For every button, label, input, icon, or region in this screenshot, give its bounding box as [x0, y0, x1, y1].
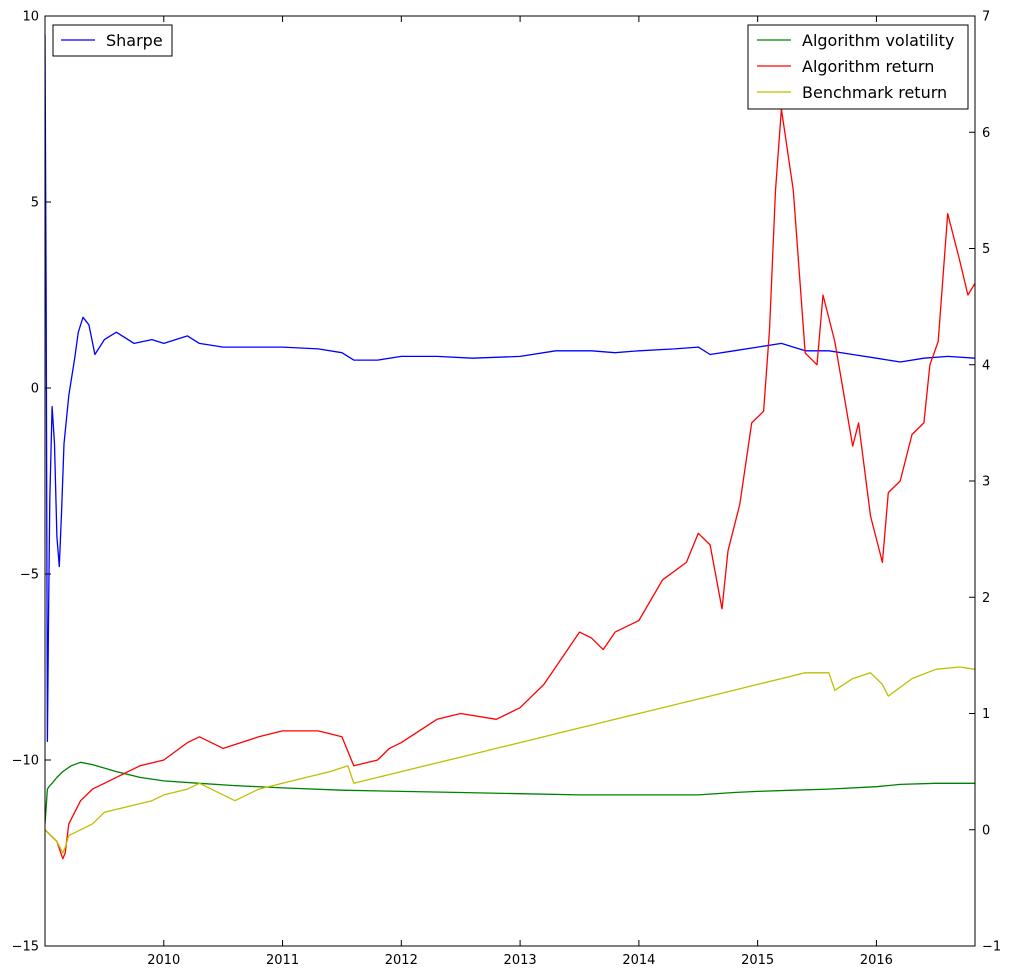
legend-right: Algorithm volatility Algorithm return Benc… [747, 24, 969, 110]
legend-left: Sharpe [52, 24, 173, 57]
legend-label-sharpe: Sharpe [106, 31, 163, 50]
y-right-tick-label: −1 [982, 940, 1001, 955]
y-left-tick-label: 0 [31, 382, 39, 397]
y-left-tick-label: −5 [20, 568, 39, 583]
y-left-tick-label: 5 [31, 196, 39, 211]
x-tick-label: 2016 [860, 953, 893, 968]
x-tick-label: 2010 [147, 953, 180, 968]
y-left-tick-label: 10 [22, 10, 39, 25]
series-line-algorithm-return [45, 108, 975, 860]
x-tick-label: 2012 [385, 953, 418, 968]
legend-label-algorithm-volatility: Algorithm volatility [802, 31, 954, 50]
legend-label-benchmark-return: Benchmark return [802, 83, 947, 102]
x-tick-label: 2011 [266, 953, 299, 968]
y-right-tick-label: 3 [982, 475, 990, 490]
ticks-layer: 2010 2011 2012 2013 2014 2015 20161050−5−10−15… [12, 10, 1002, 969]
y-right-tick-label: 4 [982, 358, 990, 373]
y-right-tick-label: 1 [982, 707, 990, 722]
plot-frame [44, 15, 976, 947]
legend-label-algorithm-return: Algorithm return [802, 57, 934, 76]
y-right-tick-label: 6 [982, 126, 990, 141]
y-right-tick-label: 5 [982, 242, 990, 257]
legend-right-box [747, 24, 969, 110]
y-right-tick-label: 2 [982, 591, 990, 606]
x-tick-label: 2014 [622, 953, 655, 968]
series-line-benchmark-return [45, 666, 975, 854]
series-line-sharpe [45, 34, 975, 743]
y-left-tick-label: −15 [12, 940, 39, 955]
series-layer [45, 34, 975, 860]
x-tick-label: 2013 [504, 953, 537, 968]
y-right-tick-label: 0 [982, 823, 990, 838]
y-left-tick-label: −10 [12, 754, 39, 769]
x-tick-label: 2015 [741, 953, 774, 968]
y-right-tick-label: 7 [982, 10, 990, 25]
series-line-algorithm-volatility [45, 761, 975, 824]
legend-layer: Sharpe Algorithm volatility Algorithm retu… [52, 24, 969, 110]
